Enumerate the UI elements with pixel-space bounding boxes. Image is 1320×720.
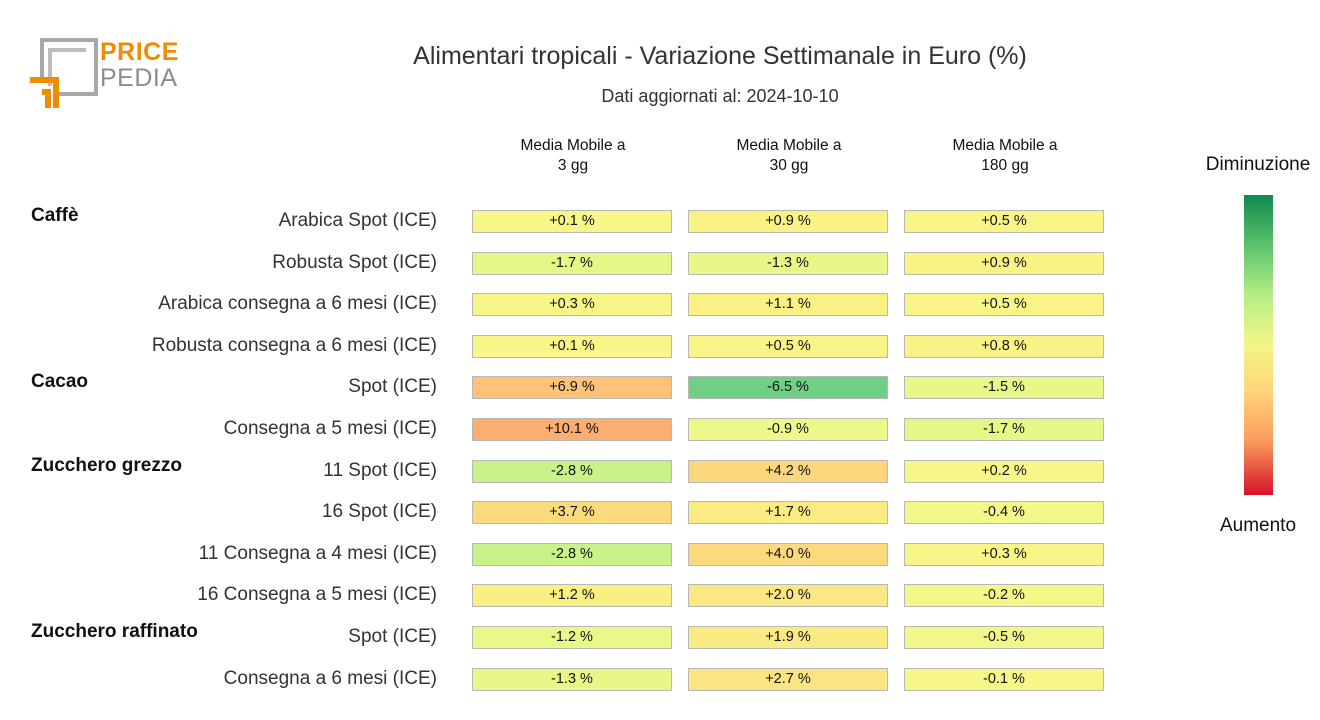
row-label: Spot (ICE) [348, 376, 437, 398]
heatmap-cell: +0.8 % [904, 334, 1104, 358]
heatmap-cell: +2.7 % [688, 667, 888, 691]
chart-subtitle: Dati aggiornati al: 2024-10-10 [601, 86, 839, 106]
heatmap-cell: -1.3 % [688, 251, 888, 275]
heatmap-cell: -6.5 % [688, 376, 888, 400]
heatmap-cell: -1.3 % [472, 667, 672, 691]
heatmap-cell: -1.2 % [472, 626, 672, 649]
heatmap-cell: +1.7 % [688, 501, 888, 525]
heatmap-cell: -1.7 % [472, 251, 672, 275]
heatmap-cell: +0.3 % [904, 542, 1104, 566]
heatmap-cell: +1.2 % [472, 584, 672, 608]
row-label: 16 Spot (ICE) [321, 501, 437, 523]
heatmap-cell: +0.5 % [688, 334, 888, 358]
heatmap-cell: +10.1 % [472, 418, 672, 441]
heatmap-cell: +1.1 % [688, 293, 888, 317]
heatmap-cell: -2.8 % [472, 542, 672, 566]
row-label: Arabica consegna a 6 mesi (ICE) [158, 293, 437, 315]
group-label-cacao: Cacao [31, 371, 89, 393]
heatmap-cell: -1.5 % [904, 376, 1104, 400]
column-header-3gg: Media Mobile a 3 gg [520, 137, 626, 174]
heatmap-cell: +0.1 % [472, 210, 672, 233]
color-scale-bar [1244, 195, 1273, 495]
heatmap-cell: +0.2 % [904, 459, 1104, 483]
pricepedia-logo: PRICE PEDIA [28, 36, 198, 111]
legend-label-top: Diminuzione [1205, 154, 1311, 175]
heatmap-cell: +4.2 % [688, 459, 888, 483]
heatmap-cell: +1.9 % [688, 626, 888, 649]
heatmap-cell: +0.5 % [904, 210, 1104, 233]
column-header-30gg: Media Mobile a 30 gg [736, 137, 842, 174]
heatmap-cell: +0.3 % [472, 293, 672, 317]
row-label: Consegna a 6 mesi (ICE) [223, 667, 437, 689]
row-label: 11 Spot (ICE) [323, 459, 437, 481]
group-label-zucchero-raffinato: Zucchero raffinato [31, 621, 198, 642]
heatmap-cell: -0.1 % [904, 667, 1104, 691]
heatmap-cell: -1.7 % [904, 418, 1104, 441]
row-label: Consegna a 5 mesi (ICE) [223, 418, 437, 439]
column-header-180gg: Media Mobile a 180 gg [952, 137, 1058, 174]
heatmap-cell: +0.5 % [904, 293, 1104, 317]
group-label-zucchero-grezzo: Zucchero grezzo [31, 454, 182, 476]
logo-word-price: PRICE [100, 38, 179, 66]
legend-label-bottom: Aumento [1219, 515, 1297, 536]
row-label: Arabica Spot (ICE) [278, 210, 437, 231]
row-label: Robusta Spot (ICE) [272, 251, 437, 273]
heatmap-cell: +4.0 % [688, 542, 888, 566]
row-label: Robusta consegna a 6 mesi (ICE) [151, 334, 437, 356]
heatmap-cell: -0.5 % [904, 626, 1104, 649]
heatmap-cell: +2.0 % [688, 584, 888, 608]
logo-word-pedia: PEDIA [100, 64, 178, 92]
row-label: 16 Consegna a 5 mesi (ICE) [197, 584, 437, 606]
chart-title: Alimentari tropicali - Variazione Settim… [413, 42, 1027, 70]
heatmap-cell: +0.9 % [688, 210, 888, 233]
row-label: Spot (ICE) [348, 626, 437, 647]
heatmap-cell: -2.8 % [472, 459, 672, 483]
logo-mark-icon [30, 38, 98, 108]
heatmap-cell: +3.7 % [472, 501, 672, 525]
heatmap-cell: -0.4 % [904, 501, 1104, 525]
heatmap-cell: +6.9 % [472, 376, 672, 400]
heatmap-cell: -0.2 % [904, 584, 1104, 608]
heatmap-cell: +0.1 % [472, 334, 672, 358]
heatmap-cell: -0.9 % [688, 418, 888, 441]
row-label: 11 Consegna a 4 mesi (ICE) [198, 542, 437, 564]
heatmap-cell: +0.9 % [904, 251, 1104, 275]
group-label-caff: Caffè [31, 205, 79, 226]
